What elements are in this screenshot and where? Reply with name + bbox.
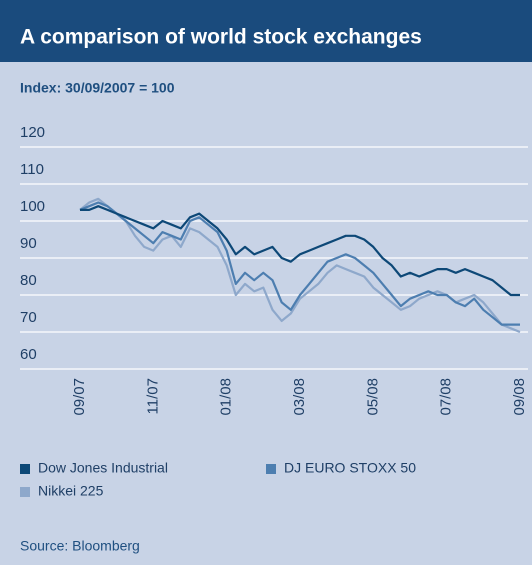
legend-label: DJ EURO STOXX 50 — [284, 460, 416, 476]
y-tick-label: 100 — [20, 198, 45, 215]
y-tick-label: 90 — [20, 235, 37, 252]
legend-label: Nikkei 225 — [38, 483, 104, 499]
x-tick-label: 01/08 — [218, 378, 235, 416]
y-tick-label: 80 — [20, 272, 37, 289]
chart-subtitle: Index: 30/09/2007 = 100 — [20, 80, 175, 96]
y-tick-label: 60 — [20, 346, 37, 363]
x-tick-label: 09/07 — [71, 378, 88, 416]
y-tick-label: 70 — [20, 309, 37, 326]
chart-title: A comparison of world stock exchanges — [20, 26, 422, 49]
legend-swatch — [20, 487, 30, 497]
legend-label: Dow Jones Industrial — [38, 460, 168, 476]
legend-swatch — [20, 464, 30, 474]
series-line — [79, 201, 520, 326]
x-tick-label: 11/07 — [144, 378, 161, 414]
y-tick-label: 110 — [20, 161, 44, 178]
x-tick-label: 09/08 — [511, 378, 528, 416]
y-tick-label: 120 — [20, 124, 45, 141]
source: Source: Bloomberg — [20, 538, 140, 554]
legend-swatch — [266, 464, 276, 474]
x-tick-label: 07/08 — [438, 378, 455, 416]
series-line — [80, 205, 520, 297]
x-tick-label: 03/08 — [291, 378, 308, 416]
x-tick-label: 05/08 — [364, 378, 381, 416]
header-band — [0, 0, 532, 62]
